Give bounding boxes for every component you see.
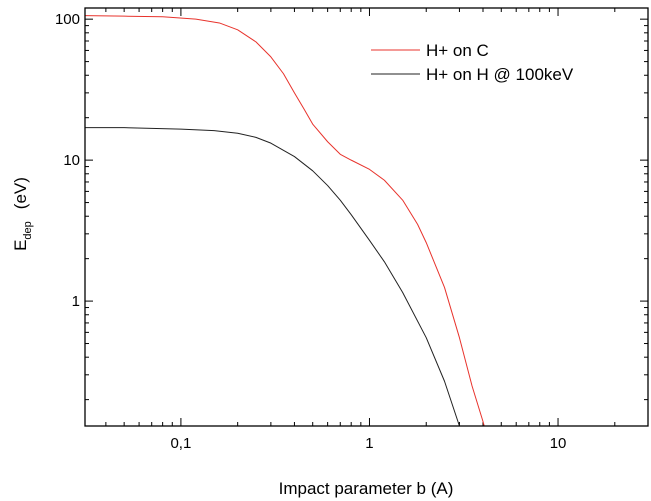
series-line-2	[85, 127, 460, 426]
y-axis-title-unit: (eV)	[11, 177, 30, 209]
axis-ticks	[85, 8, 649, 426]
y-tick-label: 1	[72, 293, 80, 310]
series-group	[85, 15, 485, 426]
y-axis-title-sub: dep	[22, 221, 34, 239]
legend: H+ on C H+ on H @ 100keV	[371, 41, 574, 84]
y-tick-label: 10	[63, 152, 80, 169]
x-tick-label: 0,1	[170, 435, 191, 452]
x-tick-label: 1	[365, 435, 373, 452]
legend-label-2: H+ on H @ 100keV	[426, 65, 574, 84]
x-axis-title: Impact parameter b (A)	[279, 479, 454, 498]
series-line-1	[85, 15, 485, 426]
tick-labels: 0,1 1 10 1 10 100	[55, 11, 566, 452]
y-axis-title-main: E	[11, 240, 30, 251]
svg-text:Edep(eV): Edep (eV)	[11, 177, 34, 251]
y-tick-label: 100	[55, 11, 80, 28]
plot-frame	[84, 7, 649, 427]
x-tick-label: 10	[550, 435, 567, 452]
y-axis-title: Edep (eV)	[11, 177, 34, 251]
legend-label-1: H+ on C	[426, 41, 489, 60]
